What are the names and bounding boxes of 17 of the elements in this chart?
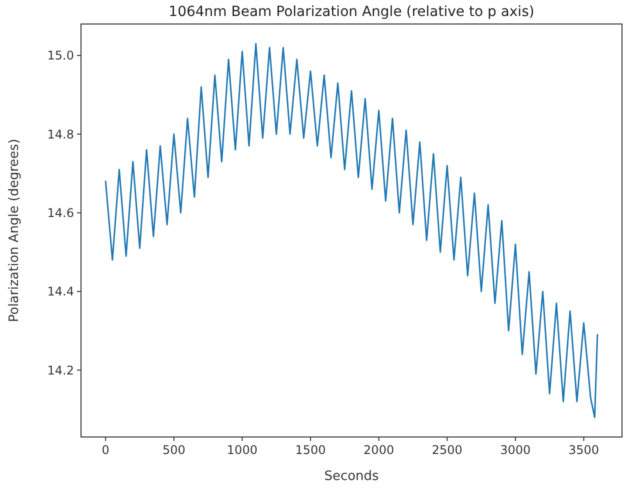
line-series [104,42,598,418]
chart-title: 1064nm Beam Polarization Angle (relative to p axis) [168,4,534,20]
y-tick-label: 14.4 [47,284,74,299]
x-tick-label: 500 [162,443,186,457]
x-axis-title: Seconds [324,469,380,484]
x-tick-label: 1000 [226,443,258,457]
y-tick-label: 14.2 [47,363,74,378]
x-tick-label: 2000 [364,443,394,457]
x-tick-label: 1500 [295,443,326,457]
x-tick-label: 3000 [500,443,531,457]
y-tick-label: 14.8 [47,127,74,142]
x-tick-label: 0 [102,443,110,457]
y-axis-title: Polarization Angle (degrees) [7,138,22,322]
x-tick-label: 3500 [568,443,600,457]
y-tick-label: 14.6 [47,206,74,220]
x-tick-label: 2500 [432,443,462,457]
y-tick-label: 15.0 [47,48,74,63]
